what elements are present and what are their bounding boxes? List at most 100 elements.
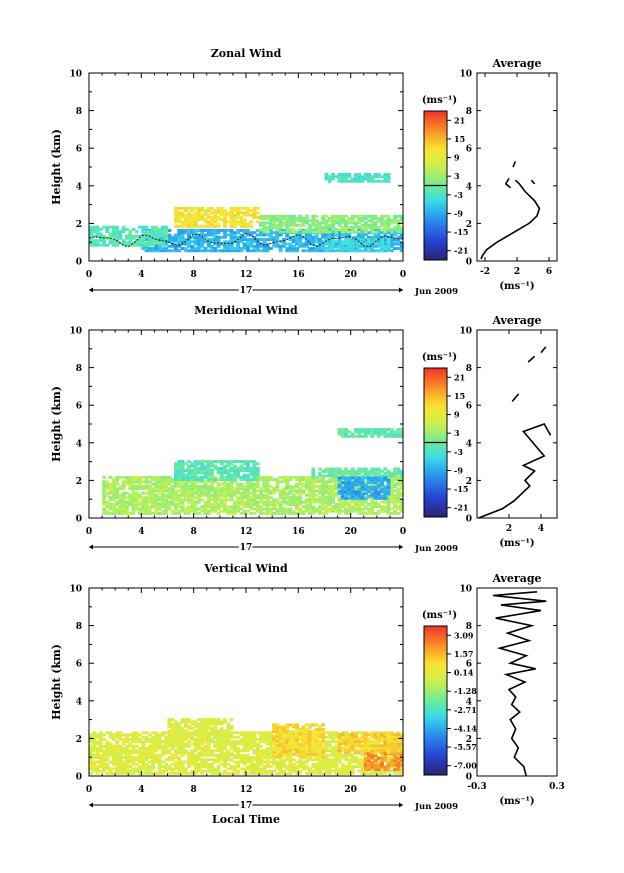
heatmap-cell bbox=[249, 742, 254, 746]
heatmap-cell bbox=[373, 173, 378, 176]
heatmap-cell bbox=[193, 464, 198, 468]
heatmap-cell bbox=[373, 512, 378, 515]
heatmap-cell bbox=[383, 731, 388, 735]
heatmap-cell bbox=[210, 489, 214, 493]
heatmap-cell bbox=[138, 225, 142, 229]
heatmap-cell bbox=[242, 512, 247, 515]
heatmap-cell bbox=[246, 740, 250, 744]
heatmap-cell bbox=[216, 747, 221, 750]
heatmap-cell bbox=[363, 483, 368, 487]
heatmap-cell bbox=[200, 231, 205, 235]
heatmap-cell bbox=[370, 509, 375, 513]
heatmap-cell bbox=[180, 769, 185, 773]
heatmap-cell bbox=[370, 175, 375, 179]
heatmap-cell bbox=[242, 756, 247, 759]
heatmap-cell bbox=[265, 740, 270, 744]
heatmap-cell bbox=[249, 213, 254, 217]
heatmap-cell bbox=[255, 493, 260, 497]
heatmap-cell bbox=[252, 249, 257, 253]
heatmap-cell bbox=[144, 762, 149, 766]
heatmap-cell bbox=[223, 738, 227, 741]
heatmap-cell bbox=[340, 478, 345, 481]
heatmap-cell bbox=[219, 729, 224, 733]
heatmap-cell bbox=[285, 226, 290, 229]
heatmap-cell bbox=[262, 512, 267, 515]
heatmap-cell bbox=[108, 225, 113, 229]
heatmap-cell bbox=[350, 472, 355, 475]
heatmap-cell bbox=[344, 244, 348, 248]
heatmap-cell bbox=[298, 491, 303, 495]
heatmap-cell bbox=[370, 489, 375, 493]
heatmap-cell bbox=[98, 749, 103, 753]
heatmap-cell bbox=[203, 249, 208, 253]
heatmap-cell bbox=[226, 462, 231, 466]
heatmap-cell bbox=[167, 771, 172, 775]
heatmap-cell bbox=[321, 474, 326, 478]
heatmap-cell bbox=[147, 487, 152, 491]
heatmap-cell bbox=[223, 751, 227, 755]
heatmap-cell bbox=[174, 218, 178, 221]
heatmap-cell bbox=[131, 767, 136, 771]
heatmap-cell bbox=[121, 749, 126, 753]
heatmap-cell bbox=[118, 749, 123, 753]
heatmap-cell bbox=[252, 498, 257, 502]
heatmap-cell bbox=[232, 487, 237, 491]
heatmap-cell bbox=[128, 232, 133, 236]
heatmap-cell bbox=[380, 483, 384, 487]
heatmap-cell bbox=[219, 733, 224, 737]
heatmap-cell bbox=[144, 487, 149, 491]
heatmap-cell bbox=[187, 493, 191, 497]
heatmap-cell bbox=[177, 496, 182, 500]
heatmap-cell bbox=[170, 480, 175, 484]
heatmap-cell bbox=[105, 512, 110, 515]
heatmap-cell bbox=[347, 179, 352, 183]
heatmap-cell bbox=[399, 214, 404, 218]
heatmap-cell bbox=[144, 480, 149, 484]
heatmap-cell bbox=[357, 494, 362, 498]
heatmap-cell bbox=[154, 503, 159, 506]
y-axis-label: Height (km) bbox=[50, 129, 63, 205]
heatmap-cell bbox=[115, 478, 120, 481]
heatmap-cell bbox=[308, 500, 312, 504]
heatmap-cell bbox=[327, 487, 332, 491]
heatmap-cell bbox=[331, 475, 335, 479]
heatmap-cell bbox=[344, 507, 348, 511]
heatmap-cell bbox=[344, 747, 348, 750]
heatmap-cell bbox=[138, 496, 142, 500]
heatmap-cell bbox=[373, 175, 378, 179]
date-bar-month: Jun 2009 bbox=[414, 544, 458, 554]
heatmap-cell bbox=[131, 512, 136, 515]
heatmap-cell bbox=[115, 232, 120, 236]
heatmap-cell bbox=[318, 767, 322, 771]
heatmap-cell bbox=[298, 223, 303, 227]
heatmap-cell bbox=[223, 489, 227, 493]
heatmap-cell bbox=[347, 509, 352, 513]
heatmap-cell bbox=[151, 225, 155, 229]
heatmap-cell bbox=[396, 487, 401, 491]
heatmap-cell bbox=[219, 487, 224, 491]
heatmap-cell bbox=[125, 760, 129, 764]
heatmap-cell bbox=[180, 482, 185, 486]
heatmap-cell bbox=[170, 753, 175, 757]
heatmap-cell bbox=[157, 505, 162, 509]
heatmap-cell bbox=[157, 230, 162, 234]
heatmap-cell bbox=[236, 249, 241, 253]
heatmap-cell bbox=[304, 509, 309, 513]
heatmap-cell bbox=[265, 214, 270, 218]
heatmap-cell bbox=[301, 223, 306, 227]
heatmap-cell bbox=[324, 765, 329, 768]
heatmap-cell bbox=[353, 481, 358, 485]
heatmap-cell bbox=[331, 474, 335, 478]
heatmap-cell bbox=[190, 471, 195, 475]
heatmap-cell bbox=[226, 498, 231, 502]
heatmap-cell bbox=[190, 206, 195, 210]
heatmap-cell bbox=[111, 507, 116, 511]
heatmap-cell bbox=[174, 740, 178, 744]
heatmap-cell bbox=[282, 487, 286, 491]
heatmap-cell bbox=[151, 740, 155, 744]
heatmap-cell bbox=[304, 240, 309, 244]
heatmap-cell bbox=[170, 235, 175, 239]
heatmap-cell bbox=[92, 225, 97, 229]
heatmap-cell bbox=[357, 762, 362, 766]
heatmap-cell bbox=[161, 243, 165, 247]
